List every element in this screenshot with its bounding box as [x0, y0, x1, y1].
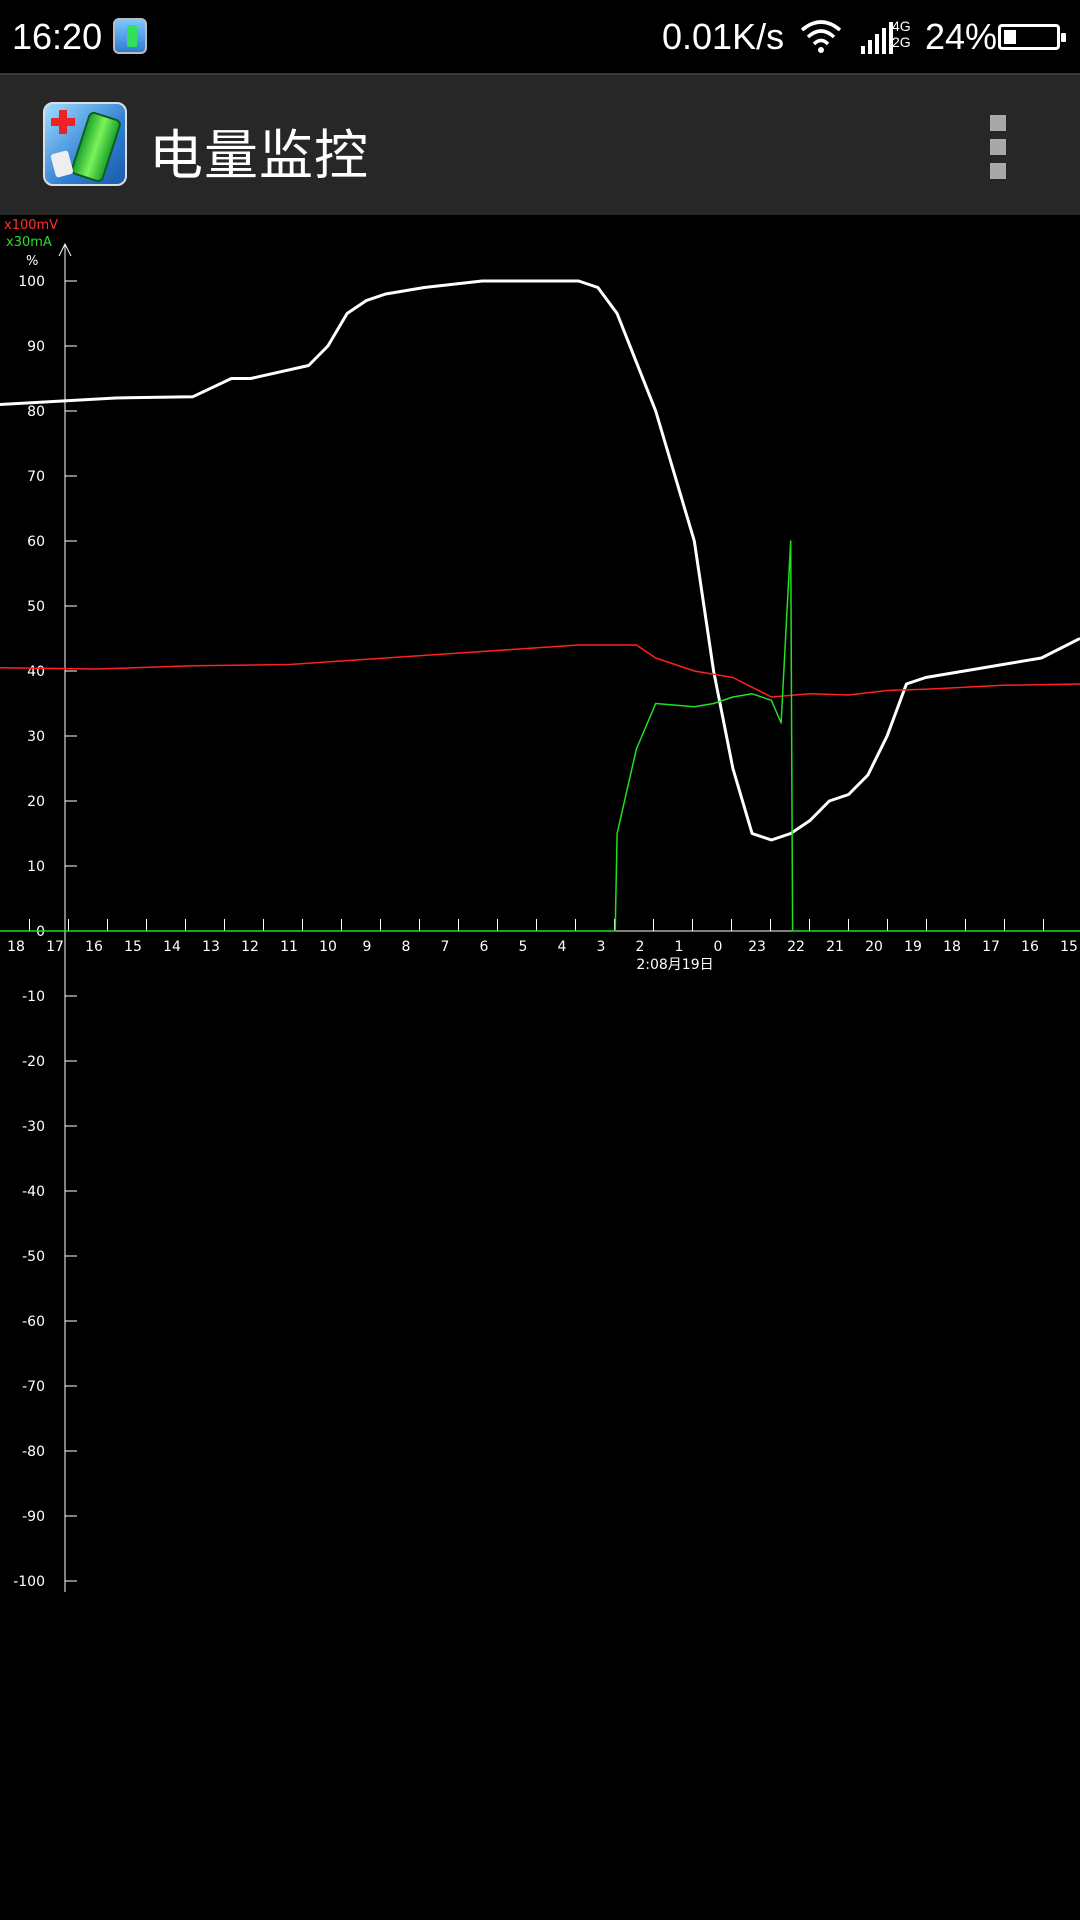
status-time: 16:20 — [12, 16, 103, 57]
x-tick-label: 18 — [7, 939, 25, 955]
x-tick-label: 15 — [1060, 939, 1078, 955]
action-bar: 电量监控 — [0, 73, 1080, 215]
y-tick-label: -80 — [22, 1444, 45, 1460]
battery-monitor-notification-icon — [113, 18, 147, 54]
app-logo-icon[interactable] — [43, 102, 127, 186]
network-type-4g: 4G — [892, 18, 911, 34]
plus-icon — [51, 110, 75, 134]
percent-unit-label: % — [26, 254, 39, 269]
cell-signal-icon — [861, 22, 893, 54]
y-tick-label: -100 — [13, 1574, 45, 1590]
x-tick-label: 14 — [163, 939, 181, 955]
battery-fill — [1004, 30, 1016, 44]
app-title: 电量监控 — [149, 124, 369, 187]
x-tick-label: 13 — [202, 939, 220, 955]
x-tick-label: 17 — [982, 939, 1000, 955]
x-tick-label: 4 — [558, 939, 567, 955]
y-tick-label: -20 — [22, 1054, 45, 1070]
current-unit-label: x30mA — [6, 235, 52, 250]
battery-icon — [998, 24, 1066, 50]
x-tick-label: 10 — [319, 939, 337, 955]
x-tick-label: 3 — [597, 939, 606, 955]
y-tick-label: -10 — [22, 989, 45, 1005]
y-tick-label: -30 — [22, 1119, 45, 1135]
x-tick-label: 7 — [441, 939, 450, 955]
x-tick-label: 23 — [748, 939, 766, 955]
x-tick-label: 16 — [1021, 939, 1039, 955]
x-tick-label: 0 — [714, 939, 723, 955]
voltage-series — [0, 644, 1080, 698]
network-speed: 0.01K/s — [662, 16, 785, 57]
battery-percent: 24% — [925, 16, 998, 57]
y-tick-label: 60 — [27, 534, 45, 550]
network-type-2g: 2G — [892, 34, 911, 50]
x-tick-label: 15 — [124, 939, 142, 955]
x-tick-label: 17 — [46, 939, 64, 955]
x-tick-label: 18 — [943, 939, 961, 955]
y-tick-label: 10 — [27, 859, 45, 875]
voltage-unit-label: x100mV — [4, 218, 59, 233]
network-type: 4G 2G — [892, 18, 911, 50]
y-tick-label: 70 — [27, 469, 45, 485]
y-tick-label: -60 — [22, 1314, 45, 1330]
y-tick-label: 90 — [27, 339, 45, 355]
x-tick-label: 8 — [402, 939, 411, 955]
y-tick-label: 40 — [27, 664, 45, 680]
current-series — [0, 540, 1080, 932]
x-tick-label: 6 — [480, 939, 489, 955]
y-tick-label: -90 — [22, 1509, 45, 1525]
y-tick-label: -70 — [22, 1379, 45, 1395]
x-date-annotation: 2:08月19日 — [636, 957, 713, 973]
y-tick-label: 30 — [27, 729, 45, 745]
x-tick-label: 12 — [241, 939, 259, 955]
x-tick-label: 21 — [826, 939, 844, 955]
y-tick-label: 100 — [18, 274, 45, 290]
y-tick-label: 20 — [27, 794, 45, 810]
status-bar: 16:20 0.01K/s 4G 2G 24% — [0, 0, 1080, 73]
x-tick-label: 19 — [904, 939, 922, 955]
y-tick-label: -40 — [22, 1184, 45, 1200]
y-tick-label: 0 — [36, 924, 45, 940]
x-tick-label: 2 — [636, 939, 645, 955]
y-tick-label: 80 — [27, 404, 45, 420]
x-tick-label: 22 — [787, 939, 805, 955]
x-tick-label: 16 — [85, 939, 103, 955]
wifi-icon — [800, 20, 842, 53]
x-tick-label: 1 — [675, 939, 684, 955]
x-tick-label: 9 — [363, 939, 372, 955]
x-tick-label: 11 — [280, 939, 298, 955]
x-tick-label: 5 — [519, 939, 528, 955]
y-tick-label: 50 — [27, 599, 45, 615]
y-axis-arrow — [58, 242, 72, 257]
y-tick-label: -50 — [22, 1249, 45, 1265]
battery-percent-series — [0, 279, 1080, 842]
x-tick-label: 20 — [865, 939, 883, 955]
more-vert-icon[interactable] — [985, 115, 1015, 179]
